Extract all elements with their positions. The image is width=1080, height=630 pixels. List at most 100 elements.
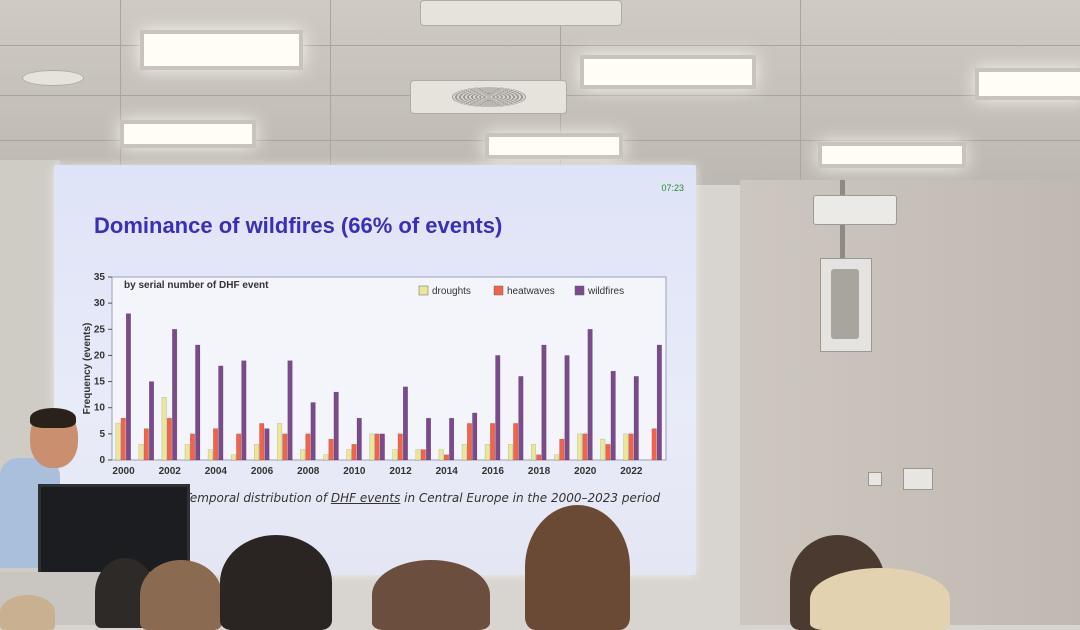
ceiling-tile-line bbox=[120, 0, 121, 185]
bar-wildfires-2021 bbox=[610, 370, 616, 461]
x-tick-label: 2000 bbox=[112, 466, 135, 477]
x-tick-label: 2006 bbox=[251, 466, 274, 477]
bar-droughts-2014 bbox=[438, 449, 444, 461]
ceiling-vent-icon bbox=[22, 70, 84, 86]
bar-heatwaves-2018 bbox=[536, 454, 542, 461]
bar-heatwaves-2006 bbox=[259, 423, 265, 461]
bar-heatwaves-2012 bbox=[397, 433, 403, 461]
legend-swatch-heatwaves bbox=[493, 285, 504, 296]
bar-droughts-2012 bbox=[392, 449, 398, 461]
bar-droughts-2019 bbox=[554, 454, 560, 461]
legend-label-heatwaves: heatwaves bbox=[507, 286, 555, 297]
ceiling-light-icon bbox=[818, 142, 966, 168]
audience-head bbox=[810, 568, 950, 630]
slide-title: Dominance of wildfires (66% of events) bbox=[94, 213, 503, 238]
wall-outlet-icon bbox=[868, 472, 882, 486]
bar-wildfires-2018 bbox=[541, 344, 547, 461]
bar-wildfires-2020 bbox=[587, 329, 593, 461]
x-tick-label: 2012 bbox=[389, 466, 412, 477]
bar-wildfires-2014 bbox=[449, 417, 455, 461]
bar-droughts-2000 bbox=[115, 423, 121, 461]
y-tick-label: 0 bbox=[99, 455, 105, 466]
legend-swatch-droughts bbox=[418, 285, 429, 296]
bar-droughts-2005 bbox=[230, 454, 236, 461]
audience-head bbox=[140, 560, 222, 630]
bar-droughts-2017 bbox=[507, 444, 513, 461]
x-tick-label: 2010 bbox=[343, 466, 366, 477]
x-tick-label: 2004 bbox=[205, 466, 228, 477]
bar-heatwaves-2020 bbox=[582, 433, 588, 461]
ceiling-tile-line bbox=[800, 0, 801, 185]
bar-wildfires-2000 bbox=[125, 313, 131, 461]
ceiling-tile-line bbox=[0, 45, 1080, 46]
bar-droughts-2016 bbox=[484, 444, 490, 461]
bar-droughts-2007 bbox=[277, 423, 283, 461]
bar-wildfires-2003 bbox=[195, 344, 201, 461]
bar-droughts-2006 bbox=[254, 444, 260, 461]
bar-wildfires-2012 bbox=[402, 386, 408, 461]
chart-subtitle: by serial number of DHF event bbox=[124, 280, 269, 291]
bar-wildfires-2022 bbox=[633, 376, 639, 461]
bar-droughts-2003 bbox=[184, 444, 190, 461]
bar-droughts-2015 bbox=[461, 444, 467, 461]
bar-wildfires-2005 bbox=[241, 360, 247, 461]
x-tick-label: 2002 bbox=[159, 466, 182, 477]
ceiling-vent-icon bbox=[410, 80, 567, 114]
bar-heatwaves-2021 bbox=[605, 444, 611, 461]
x-tick-label: 2018 bbox=[528, 466, 551, 477]
y-tick-label: 15 bbox=[94, 377, 106, 388]
ceiling-vent-icon bbox=[420, 0, 622, 26]
bar-heatwaves-2008 bbox=[305, 433, 311, 461]
wall-speaker-icon bbox=[820, 258, 872, 352]
bar-heatwaves-2010 bbox=[351, 444, 357, 461]
bar-droughts-2001 bbox=[138, 444, 144, 461]
bar-wildfires-2009 bbox=[333, 391, 339, 461]
audience-head bbox=[372, 560, 490, 630]
audience-head bbox=[0, 595, 55, 630]
y-tick-label: 5 bbox=[99, 429, 105, 440]
bar-wildfires-2023 bbox=[656, 344, 662, 461]
bar-wildfires-2001 bbox=[149, 381, 155, 461]
x-tick-label: 2014 bbox=[436, 466, 459, 477]
y-tick-label: 25 bbox=[94, 324, 106, 335]
caption-suffix: in Central Europe in the 2000–2023 perio… bbox=[400, 491, 661, 505]
bar-heatwaves-2013 bbox=[420, 449, 426, 461]
slide-caption: Temporal distribution of DHF events in C… bbox=[184, 491, 660, 505]
ceiling-light-icon bbox=[120, 120, 256, 148]
bar-heatwaves-2004 bbox=[213, 428, 219, 461]
bar-heatwaves-2014 bbox=[443, 454, 449, 461]
bar-droughts-2021 bbox=[600, 438, 606, 461]
bar-droughts-2004 bbox=[207, 449, 213, 461]
light-switch-icon bbox=[903, 468, 933, 490]
x-tick-label: 2022 bbox=[620, 466, 643, 477]
projector-icon bbox=[813, 195, 897, 225]
bar-wildfires-2007 bbox=[287, 360, 293, 461]
bar-heatwaves-2016 bbox=[490, 423, 496, 461]
bar-wildfires-2004 bbox=[218, 365, 224, 461]
bar-heatwaves-2017 bbox=[513, 423, 519, 461]
bar-droughts-2011 bbox=[369, 433, 375, 461]
bar-heatwaves-2009 bbox=[328, 438, 334, 461]
ceiling-light-icon bbox=[580, 55, 756, 89]
slide-clock: 07:23 bbox=[661, 183, 684, 193]
bar-heatwaves-2000 bbox=[120, 417, 126, 461]
ceiling-light-icon bbox=[140, 30, 303, 70]
y-tick-label: 35 bbox=[94, 272, 106, 283]
x-tick-label: 2008 bbox=[297, 466, 320, 477]
bar-wildfires-2011 bbox=[379, 433, 385, 461]
legend-label-droughts: droughts bbox=[432, 286, 471, 297]
y-tick-label: 30 bbox=[94, 298, 106, 309]
bar-heatwaves-2005 bbox=[236, 433, 242, 461]
x-tick-label: 2020 bbox=[574, 466, 597, 477]
bar-droughts-2009 bbox=[323, 454, 329, 461]
bar-droughts-2008 bbox=[300, 449, 306, 461]
bar-heatwaves-2003 bbox=[189, 433, 195, 461]
bar-chart: by serial number of DHF event 0 5 10 15 20 25 3… bbox=[82, 272, 667, 477]
bar-heatwaves-2011 bbox=[374, 433, 380, 461]
bar-wildfires-2013 bbox=[426, 417, 432, 461]
bar-heatwaves-2001 bbox=[143, 428, 149, 461]
ceiling bbox=[0, 0, 1080, 185]
bar-droughts-2020 bbox=[577, 433, 583, 461]
caption-prefix: Temporal distribution of bbox=[184, 491, 331, 505]
y-axis-label: Frequency (events) bbox=[82, 323, 93, 415]
